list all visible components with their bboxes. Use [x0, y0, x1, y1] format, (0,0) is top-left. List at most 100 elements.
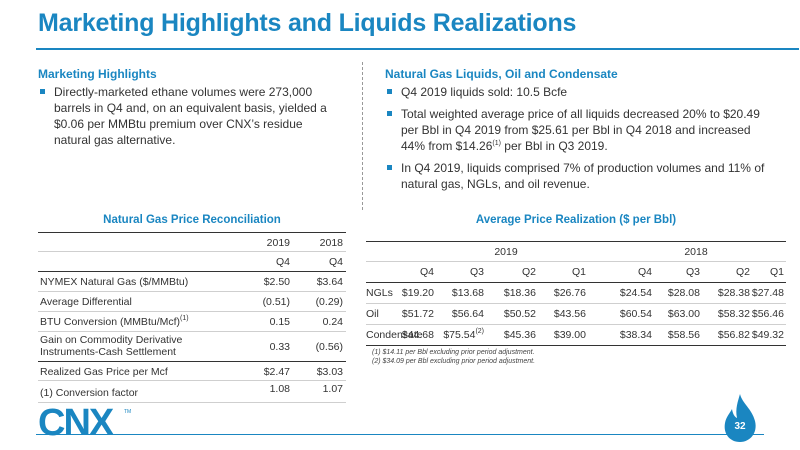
- cell-value: 0.24: [322, 316, 343, 328]
- cell-value-text: $58.32: [717, 308, 750, 320]
- cell-value: (0.51): [262, 296, 290, 308]
- cell-value-text: $50.52: [503, 308, 536, 320]
- col-quarter: Q4: [419, 266, 434, 278]
- cell-value: 1.08: [269, 383, 290, 395]
- title-underline: [36, 48, 799, 50]
- cell-value: $18.36: [504, 287, 536, 299]
- cell-value: $3.03: [316, 366, 343, 378]
- bullet-text: per Bbl in Q3 2019.: [500, 139, 608, 153]
- cell-value: $43.56: [554, 308, 586, 320]
- price-table-footnotes: (1) $14.11 per Bbl excluding prior perio…: [372, 348, 535, 366]
- cell-value: $28.38: [718, 287, 750, 299]
- marketing-highlights-heading: Marketing Highlights: [38, 67, 157, 81]
- row-label: Realized Gas Price per Mcf: [40, 366, 168, 378]
- col-year: 2019: [266, 237, 290, 249]
- row-label: Average Differential: [40, 296, 132, 308]
- table-header-quarters: Q4 Q4: [38, 252, 346, 272]
- table-row: (1) Conversion factor 1.08 1.07: [38, 381, 346, 403]
- list-item: Directly-marketed ethane volumes were 27…: [38, 84, 338, 148]
- cell-value-text: $56.82: [717, 329, 750, 341]
- list-item: Q4 2019 liquids sold: 10.5 Bcfe: [385, 84, 770, 100]
- table-row: NYMEX Natural Gas ($/MMBtu) $2.50 $3.64: [38, 272, 346, 292]
- col-year: 2018: [684, 246, 708, 258]
- row-label: NGLs: [366, 287, 393, 299]
- cell-value-text: $56.64: [451, 308, 484, 320]
- row-label: (1) Conversion factor: [40, 387, 139, 399]
- logo-text: CNX: [38, 402, 115, 441]
- cell-value: 0.15: [269, 316, 290, 328]
- cell-value: $3.64: [316, 276, 343, 288]
- cell-value-text: $19.20: [401, 287, 434, 299]
- col-year: 2019: [494, 246, 518, 258]
- cell-value: $58.56: [668, 329, 700, 341]
- logo-trademark: TM: [124, 409, 131, 415]
- cell-value-text: $63.00: [667, 308, 700, 320]
- price-table-title: Average Price Realization ($ per Bbl): [475, 214, 677, 226]
- cell-value: $19.20: [402, 287, 434, 299]
- cell-value: $49.32: [752, 329, 784, 341]
- cell-value-text: $18.36: [503, 287, 536, 299]
- cell-value: $58.32: [718, 308, 750, 320]
- cell-value-text: $60.54: [619, 308, 652, 320]
- cell-value: $39.00: [554, 329, 586, 341]
- cell-value-text: $58.56: [667, 329, 700, 341]
- cell-value-text: $51.72: [401, 308, 434, 320]
- table-row: Average Differential (0.51) (0.29): [38, 292, 346, 312]
- table-row: Oil $51.72 $56.64 $50.52 $43.56 $60.54 $63.00…: [366, 304, 786, 325]
- table-header-years: 2019 2018: [38, 232, 346, 252]
- footnote-ref: (2): [475, 328, 484, 335]
- col-quarter: Q3: [685, 266, 700, 278]
- table-row: NGLs $19.20 $13.68 $18.36 $26.76 $24.54 $28.0…: [366, 283, 786, 304]
- cell-value-text: $56.46: [751, 308, 784, 320]
- page-number: 32: [734, 421, 746, 432]
- cell-value-text: $27.48: [751, 287, 784, 299]
- gas-table-title: Natural Gas Price Reconciliation: [103, 214, 281, 226]
- cell-value: $26.76: [554, 287, 586, 299]
- cell-value-text: $49.32: [751, 329, 784, 341]
- cell-value: $24.54: [620, 287, 652, 299]
- footnote-ref: (1): [492, 140, 501, 147]
- cell-value: (0.29): [315, 296, 343, 308]
- cell-value: 0.33: [269, 341, 290, 353]
- col-quarter: Q1: [571, 266, 586, 278]
- page-title: Marketing Highlights and Liquids Realiza…: [38, 9, 577, 37]
- table-header-years: 2019 2018: [366, 241, 786, 262]
- cell-value-text: $13.68: [451, 287, 484, 299]
- cell-value-text: $28.08: [667, 287, 700, 299]
- cell-value: $63.00: [668, 308, 700, 320]
- bullet-text: Total weighted average price of all liqu…: [401, 107, 760, 153]
- col-quarter: Q2: [521, 266, 536, 278]
- row-label-line: Instruments-Cash Settlement: [40, 346, 176, 358]
- cell-value: $45.36: [504, 329, 536, 341]
- section-divider: [362, 62, 363, 210]
- col-quarter: Q4: [637, 266, 652, 278]
- col-quarter: Q4: [328, 256, 343, 268]
- row-label: Condensate: [366, 329, 423, 341]
- footnote: (1) $14.11 per Bbl excluding prior perio…: [372, 349, 535, 356]
- list-item: Total weighted average price of all liqu…: [385, 106, 770, 154]
- row-label-text: BTU Conversion (MMBtu/Mcf): [40, 316, 181, 328]
- cnx-logo: CNX TM: [38, 402, 131, 441]
- cell-value-text: $43.56: [553, 308, 586, 320]
- cell-value: $38.34: [620, 329, 652, 341]
- col-quarter: Q3: [469, 266, 484, 278]
- cell-value: $27.48: [752, 287, 784, 299]
- footnote: (2) $34.09 per Bbl excluding prior perio…: [372, 358, 536, 365]
- price-realization-table: 2019 2018 Q4 Q3 Q2 Q1 Q4 Q3 Q2 Q1 NGLs $19.20 $1…: [366, 241, 786, 346]
- col-quarter: Q2: [735, 266, 750, 278]
- row-label-line: Gain on Commodity Derivative: [40, 334, 183, 346]
- footer-rule: [36, 434, 764, 435]
- list-item: In Q4 2019, liquids comprised 7% of prod…: [385, 160, 770, 192]
- cell-value: $56.82: [718, 329, 750, 341]
- cell-value: $75.54(2): [443, 328, 484, 341]
- table-row: BTU Conversion (MMBtu/Mcf)(1) 0.15 0.24: [38, 312, 346, 332]
- cell-value-text: $24.54: [619, 287, 652, 299]
- cell-value: $2.47: [263, 366, 290, 378]
- cell-value-text: $45.36: [503, 329, 536, 341]
- cell-value: $51.72: [402, 308, 434, 320]
- cell-value: $28.08: [668, 287, 700, 299]
- table-header-quarters: Q4 Q3 Q2 Q1 Q4 Q3 Q2 Q1: [366, 262, 786, 283]
- gas-price-table: 2019 2018 Q4 Q4 NYMEX Natural Gas ($/MMB…: [38, 232, 346, 403]
- liquids-heading: Natural Gas Liquids, Oil and Condensate: [385, 67, 618, 81]
- footnote-ref: (1): [180, 315, 189, 322]
